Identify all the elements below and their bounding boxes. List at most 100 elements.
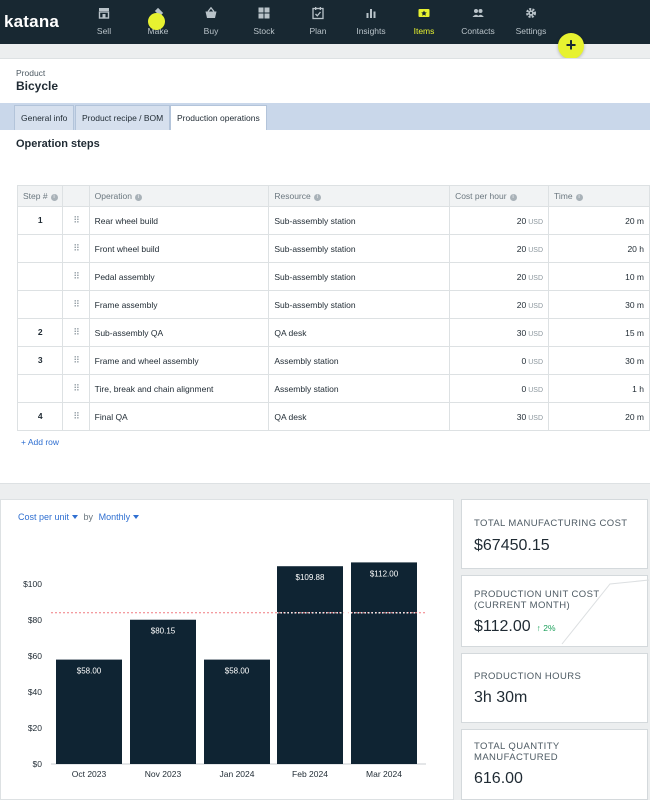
nav-label: Buy: [203, 26, 219, 36]
nav-item-buy[interactable]: Buy: [183, 0, 239, 44]
product-card: Product Bicycle General info Product rec…: [0, 58, 650, 484]
drag-handle-icon[interactable]: ⠿: [62, 234, 90, 263]
operation-cell[interactable]: Rear wheel build: [88, 206, 270, 235]
time-cell[interactable]: 20 m: [548, 402, 650, 431]
drag-handle-icon[interactable]: ⠿: [62, 206, 90, 235]
cost-cell[interactable]: 0 USD: [449, 374, 549, 403]
operation-cell[interactable]: Frame and wheel assembly: [88, 346, 270, 375]
step-number[interactable]: 1: [16, 206, 64, 235]
operation-cell[interactable]: Front wheel build: [88, 234, 270, 263]
time-cell[interactable]: 1 h: [548, 374, 650, 403]
cost-cell[interactable]: 20 USD: [449, 290, 549, 319]
operation-cell[interactable]: Pedal assembly: [88, 262, 270, 291]
tab-general-info[interactable]: General info: [14, 105, 75, 130]
table-row: 3 ⠿ Frame and wheel assembly Assembly st…: [16, 346, 650, 375]
kpi-total-quantity-manufactured: TOTAL QUANTITY MANUFACTURED 616.00: [461, 729, 648, 800]
step-number[interactable]: 2: [16, 318, 64, 347]
bar-value-label: $109.88: [296, 573, 325, 582]
nav-item-insights[interactable]: Insights: [343, 0, 399, 44]
resource-cell[interactable]: QA desk: [268, 318, 451, 347]
nav-label: Insights: [356, 26, 386, 36]
bar-value-label: $58.00: [225, 667, 250, 676]
period-dropdown[interactable]: Monthly: [99, 512, 140, 522]
x-tick-label: Nov 2023: [145, 769, 182, 779]
info-icon[interactable]: i: [313, 194, 321, 201]
cost-cell[interactable]: 20 USD: [449, 206, 549, 235]
nav-label: Contacts: [461, 26, 495, 36]
nav-item-contacts[interactable]: Contacts: [450, 0, 506, 44]
nav-label: Stock: [253, 26, 275, 36]
add-row-button[interactable]: + Add row: [21, 437, 60, 447]
kpi-title: TOTAL QUANTITY MANUFACTURED: [474, 741, 560, 763]
resource-cell[interactable]: Sub-assembly station: [268, 206, 451, 235]
tab-product-recipe-bom[interactable]: Product recipe / BOM: [75, 105, 171, 130]
x-tick-label: Oct 2023: [72, 769, 107, 779]
table-row: 1 ⠿ Rear wheel build Sub-assembly statio…: [16, 206, 650, 235]
nav-item-plan[interactable]: Plan: [290, 0, 346, 44]
tab-production-operations[interactable]: Production operations: [170, 105, 267, 130]
nav-item-sell[interactable]: Sell: [76, 0, 132, 44]
cost-cell[interactable]: 20 USD: [449, 234, 549, 263]
resource-cell[interactable]: QA desk: [268, 402, 451, 431]
people-icon: [472, 9, 484, 17]
bar: [277, 566, 343, 764]
product-label: Product: [16, 68, 46, 78]
step-number[interactable]: [16, 290, 64, 319]
time-cell[interactable]: 15 m: [548, 318, 650, 347]
x-tick-label: Jan 2024: [220, 769, 255, 779]
step-number[interactable]: 4: [16, 402, 64, 431]
time-cell[interactable]: 20 h: [548, 234, 650, 263]
operation-cell[interactable]: Sub-assembly QA: [88, 318, 270, 347]
time-cell[interactable]: 30 m: [548, 346, 650, 375]
step-number[interactable]: 3: [16, 346, 64, 375]
nav-label: Items: [413, 26, 435, 36]
cost-cell[interactable]: 0 USD: [449, 346, 549, 375]
cost-cell[interactable]: 30 USD: [449, 402, 549, 431]
chevron-down-icon: [133, 515, 140, 519]
nav-item-items[interactable]: Items: [396, 0, 452, 44]
cursor-indicator: [148, 13, 165, 30]
nav-item-stock[interactable]: Stock: [236, 0, 292, 44]
operation-cell[interactable]: Final QA: [88, 402, 270, 431]
operation-cell[interactable]: Tire, break and chain alignment: [88, 374, 270, 403]
nav-item-settings[interactable]: Settings: [503, 0, 559, 44]
column-header-step[interactable]: Step # i: [16, 185, 64, 207]
boxes-icon: [258, 7, 270, 19]
info-icon[interactable]: i: [509, 194, 517, 201]
operation-cell[interactable]: Frame assembly: [88, 290, 270, 319]
step-number[interactable]: [16, 234, 64, 263]
info-icon[interactable]: i: [575, 194, 583, 201]
drag-handle-icon[interactable]: ⠿: [62, 290, 90, 319]
resource-cell[interactable]: Assembly station: [268, 374, 451, 403]
time-cell[interactable]: 20 m: [548, 206, 650, 235]
column-header-cost[interactable]: Cost per hour i: [449, 185, 549, 207]
info-icon[interactable]: i: [135, 194, 142, 201]
nav-label: Make: [147, 26, 169, 36]
cost-cell[interactable]: 20 USD: [449, 262, 549, 291]
nav-label: Plan: [309, 26, 327, 36]
column-header-resource[interactable]: Resource i: [268, 185, 451, 207]
y-tick-label: $20: [28, 723, 42, 733]
cost-cell[interactable]: 30 USD: [449, 318, 549, 347]
resource-cell[interactable]: Sub-assembly station: [268, 234, 451, 263]
metric-dropdown[interactable]: Cost per unit: [18, 512, 79, 522]
drag-handle-icon[interactable]: ⠿: [62, 402, 90, 431]
time-cell[interactable]: 10 m: [548, 262, 650, 291]
drag-handle-icon[interactable]: ⠿: [62, 262, 90, 291]
info-icon[interactable]: i: [50, 194, 58, 201]
drag-handle-icon[interactable]: ⠿: [62, 318, 90, 347]
drag-handle-icon[interactable]: ⠿: [62, 374, 90, 403]
step-number[interactable]: [16, 374, 64, 403]
time-cell[interactable]: 30 m: [548, 290, 650, 319]
resource-cell[interactable]: Sub-assembly station: [268, 290, 451, 319]
column-header-time[interactable]: Time i: [548, 185, 650, 207]
resource-cell[interactable]: Sub-assembly station: [268, 262, 451, 291]
katana-logo[interactable]: katana: [4, 12, 60, 31]
nav-label: Sell: [96, 26, 112, 36]
drag-handle-icon[interactable]: ⠿: [62, 346, 90, 375]
column-header-operation[interactable]: Operation i: [88, 185, 270, 207]
nav-label: Settings: [515, 26, 547, 36]
resource-cell[interactable]: Assembly station: [268, 346, 451, 375]
step-number[interactable]: [16, 262, 64, 291]
add-new-button[interactable]: +: [558, 33, 584, 59]
